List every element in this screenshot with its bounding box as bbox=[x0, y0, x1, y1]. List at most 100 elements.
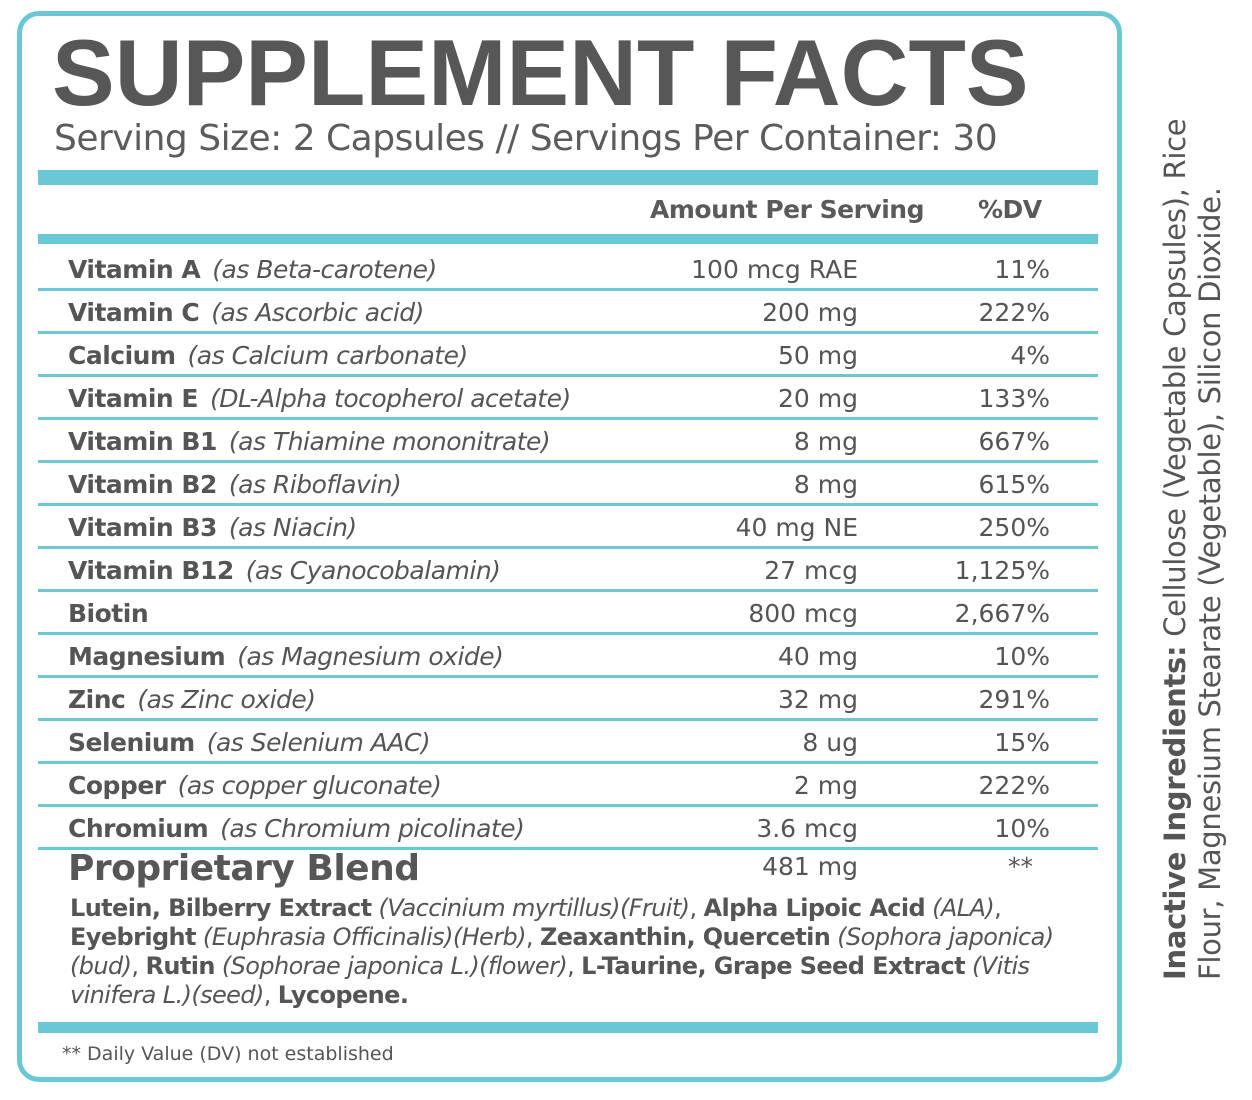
blend-ingredient-source: (Euphrasia Officinalis)(Herb) bbox=[195, 923, 527, 951]
dv-column-header: %DV bbox=[978, 195, 1042, 224]
nutrient-row: Magnesium (as Magnesium oxide) 40 mg 10% bbox=[38, 635, 1098, 678]
blend-ingredient: Alpha Lipoic Acid bbox=[703, 894, 926, 922]
nutrient-source: (as Magnesium oxide) bbox=[237, 642, 504, 671]
nutrient-amount: 100 mcg RAE bbox=[691, 255, 858, 284]
nutrient-name: Vitamin C (as Ascorbic acid) bbox=[68, 296, 424, 330]
nutrient-source: (as Riboflavin) bbox=[228, 470, 402, 499]
nutrient-row: Vitamin B3 (as Niacin) 40 mg NE 250% bbox=[38, 506, 1098, 549]
nutrient-label: Copper bbox=[68, 771, 166, 800]
nutrient-dv: 291% bbox=[978, 685, 1050, 714]
nutrient-label: Vitamin A bbox=[68, 255, 201, 284]
blend-separator: , bbox=[567, 952, 582, 980]
nutrient-source: (as Cyanocobalamin) bbox=[245, 556, 501, 585]
inactive-ingredients: Inactive Ingredients: Cellulose (Vegetab… bbox=[1158, 100, 1228, 980]
inactive-label: Inactive Ingredients: bbox=[1158, 645, 1192, 980]
nutrient-label: Calcium bbox=[68, 341, 176, 370]
blend-ingredient: Lutein, Bilberry Extract bbox=[70, 894, 372, 922]
nutrient-dv: 1,125% bbox=[954, 556, 1050, 585]
blend-ingredient-source: (Vitis vinifera L.)(seed) bbox=[70, 952, 1030, 1009]
blend-ingredient: Rutin bbox=[145, 952, 215, 980]
nutrient-amount: 8 mg bbox=[793, 470, 858, 499]
nutrient-source: (as Thiamine mononitrate) bbox=[228, 427, 551, 456]
nutrient-name: Vitamin B12 (as Cyanocobalamin) bbox=[68, 554, 501, 588]
blend-separator: , bbox=[525, 923, 540, 951]
nutrient-row: Vitamin A (as Beta-carotene) 100 mcg RAE 11… bbox=[38, 248, 1098, 291]
nutrient-label: Biotin bbox=[68, 599, 149, 628]
nutrient-label: Vitamin E bbox=[68, 384, 199, 413]
nutrient-dv: 4% bbox=[1010, 341, 1050, 370]
nutrient-amount: 800 mcg bbox=[748, 599, 858, 628]
nutrient-amount: 20 mg bbox=[778, 384, 858, 413]
nutrient-amount: 200 mg bbox=[762, 298, 858, 327]
nutrient-name: Chromium (as Chromium picolinate) bbox=[68, 812, 525, 846]
nutrient-label: Vitamin B3 bbox=[68, 513, 217, 542]
nutrient-row: Copper (as copper gluconate) 2 mg 222% bbox=[38, 764, 1098, 807]
nutrient-name: Vitamin A (as Beta-carotene) bbox=[68, 253, 437, 287]
nutrient-dv: 615% bbox=[978, 470, 1050, 499]
dv-footnote: ** Daily Value (DV) not established bbox=[62, 1043, 394, 1065]
nutrient-source: (as Beta-carotene) bbox=[212, 255, 437, 284]
blend-ingredient-source: (ALA) bbox=[925, 894, 995, 922]
nutrient-source: (as Ascorbic acid) bbox=[211, 298, 424, 327]
nutrient-label: Vitamin B2 bbox=[68, 470, 217, 499]
blend-ingredient: L-Taurine, Grape Seed Extract bbox=[581, 952, 965, 980]
nutrient-amount: 40 mg bbox=[778, 642, 858, 671]
nutrient-name: Magnesium (as Magnesium oxide) bbox=[68, 640, 504, 674]
nutrient-name: Zinc (as Zinc oxide) bbox=[68, 683, 316, 717]
serving-info: Serving Size: 2 Capsules // Servings Per… bbox=[54, 118, 998, 159]
nutrient-dv: 11% bbox=[994, 255, 1050, 284]
nutrient-amount: 3.6 mcg bbox=[756, 814, 858, 843]
nutrient-amount: 8 ug bbox=[802, 728, 858, 757]
nutrient-source: (as Chromium picolinate) bbox=[220, 814, 525, 843]
nutrient-row: Vitamin B12 (as Cyanocobalamin) 27 mcg 1,12… bbox=[38, 549, 1098, 592]
blend-separator: , bbox=[263, 981, 278, 1009]
label-title: SUPPLEMENT FACTS bbox=[52, 20, 1029, 125]
nutrient-name: Calcium (as Calcium carbonate) bbox=[68, 339, 468, 373]
nutrient-dv: 222% bbox=[978, 298, 1050, 327]
proprietary-blend-amount: 481 mg bbox=[762, 852, 858, 881]
blend-ingredient-source: (Sophora japonica)(bud) bbox=[70, 923, 1054, 980]
nutrient-row: Selenium (as Selenium AAC) 8 ug 15% bbox=[38, 721, 1098, 764]
nutrient-amount: 27 mcg bbox=[764, 556, 858, 585]
blend-ingredient: Eyebright bbox=[70, 923, 197, 951]
nutrient-dv: 15% bbox=[994, 728, 1050, 757]
nutrient-row: Zinc (as Zinc oxide) 32 mg 291% bbox=[38, 678, 1098, 721]
nutrient-name: Copper (as copper gluconate) bbox=[68, 769, 442, 803]
nutrient-dv: 222% bbox=[978, 771, 1050, 800]
blend-separator: , bbox=[689, 894, 704, 922]
nutrient-row: Vitamin C (as Ascorbic acid) 200 mg 222% bbox=[38, 291, 1098, 334]
nutrient-name: Vitamin B2 (as Riboflavin) bbox=[68, 468, 402, 502]
blend-ingredient: Zeaxanthin, Quercetin bbox=[539, 923, 831, 951]
nutrient-row: Biotin 800 mcg 2,667% bbox=[38, 592, 1098, 635]
amount-column-header: Amount Per Serving bbox=[650, 195, 924, 224]
proprietary-blend-dv: ** bbox=[1008, 852, 1033, 881]
nutrient-label: Vitamin C bbox=[68, 298, 200, 327]
nutrient-amount: 40 mg NE bbox=[735, 513, 858, 542]
nutrient-name: Vitamin E (DL-Alpha tocopherol acetate) bbox=[68, 382, 571, 416]
nutrient-source: (as Calcium carbonate) bbox=[187, 341, 469, 370]
header-divider bbox=[38, 234, 1098, 244]
nutrient-row: Vitamin B2 (as Riboflavin) 8 mg 615% bbox=[38, 463, 1098, 506]
nutrient-source: (as copper gluconate) bbox=[177, 771, 442, 800]
nutrient-source: (DL-Alpha tocopherol acetate) bbox=[210, 384, 571, 413]
nutrient-dv: 10% bbox=[994, 814, 1050, 843]
nutrient-source: (as Niacin) bbox=[228, 513, 357, 542]
nutrient-source: (as Selenium AAC) bbox=[206, 728, 431, 757]
header-divider-thick bbox=[38, 170, 1098, 185]
proprietary-blend-ingredients: Lutein, Bilberry Extract (Vaccinium myrt… bbox=[70, 894, 1090, 1010]
nutrient-dv: 250% bbox=[978, 513, 1050, 542]
nutrient-dv: 10% bbox=[994, 642, 1050, 671]
nutrient-row: Chromium (as Chromium picolinate) 3.6 mcg 1… bbox=[38, 807, 1098, 850]
nutrient-name: Selenium (as Selenium AAC) bbox=[68, 726, 431, 760]
nutrient-name: Biotin bbox=[68, 597, 160, 631]
blend-separator: , bbox=[131, 952, 146, 980]
nutrient-label: Zinc bbox=[68, 685, 126, 714]
nutrient-amount: 32 mg bbox=[778, 685, 858, 714]
nutrient-label: Vitamin B1 bbox=[68, 427, 217, 456]
nutrient-row: Vitamin E (DL-Alpha tocopherol acetate) 20… bbox=[38, 377, 1098, 420]
blend-ingredient-source: (Vaccinium myrtillus)(Fruit) bbox=[371, 894, 690, 922]
blend-separator: , bbox=[994, 894, 1002, 922]
nutrient-row: Calcium (as Calcium carbonate) 50 mg 4% bbox=[38, 334, 1098, 377]
nutrient-name: Vitamin B3 (as Niacin) bbox=[68, 511, 357, 545]
nutrient-amount: 2 mg bbox=[793, 771, 858, 800]
